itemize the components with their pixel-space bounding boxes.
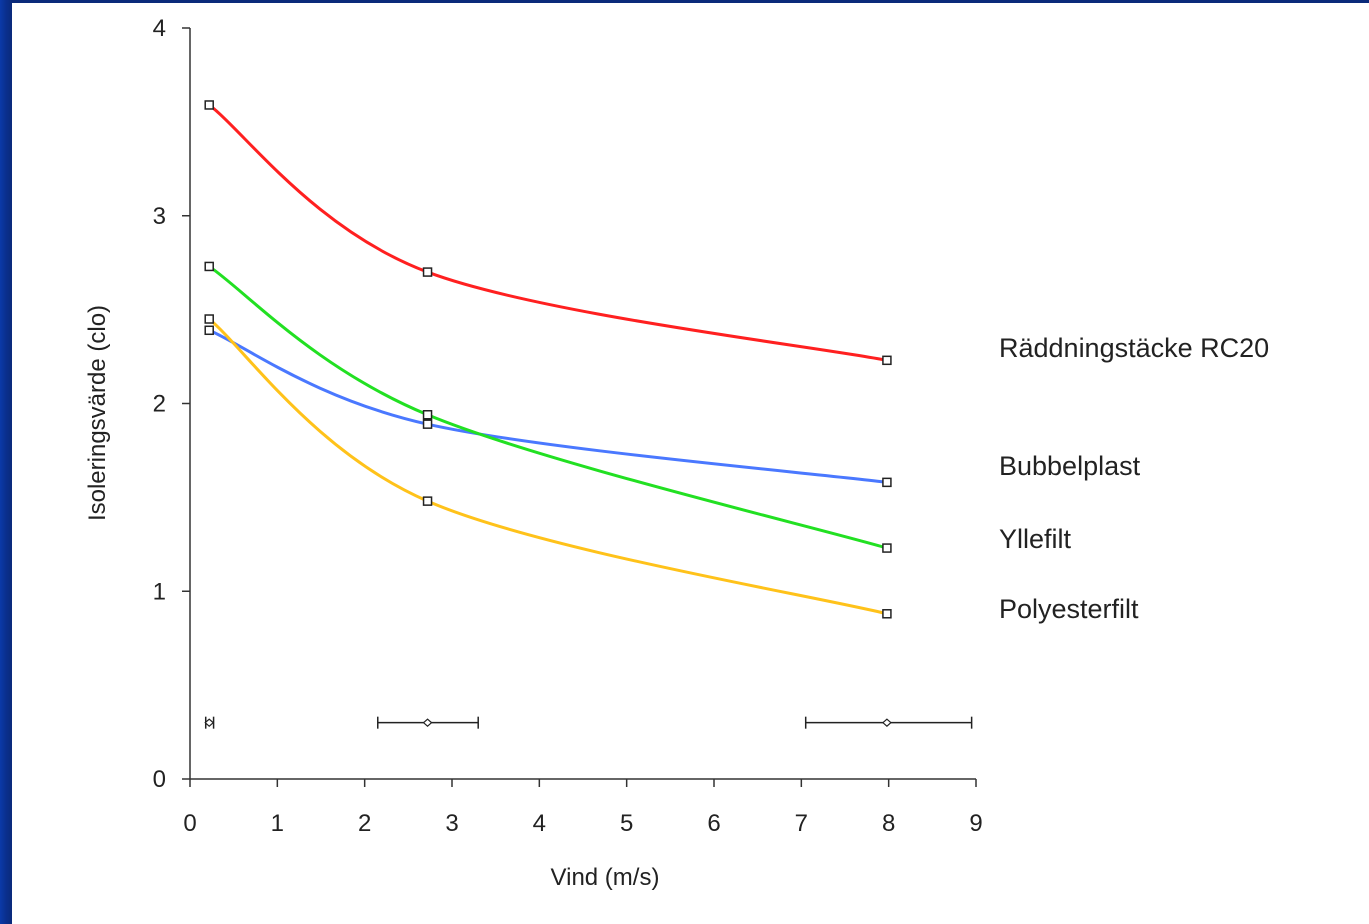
series-layer — [204, 100, 892, 619]
data-point — [882, 477, 892, 488]
axes: 0 1 2 3 4 5 6 7 8 9 0 1 2 3 4 — [153, 15, 983, 837]
y-axis-title: Isoleringsvärde (clo) — [84, 305, 111, 521]
x-tick-label: 3 — [445, 810, 458, 837]
data-point — [422, 410, 433, 420]
data-point — [422, 496, 433, 506]
series-2 — [204, 261, 892, 553]
legend-label: Räddningstäcke RC20 — [999, 333, 1269, 363]
y-tick-label: 1 — [153, 578, 166, 605]
series-line — [208, 328, 888, 484]
error-bar — [377, 716, 479, 729]
x-tick-label: 9 — [969, 810, 982, 837]
series-1 — [204, 325, 892, 488]
y-tick-label: 2 — [153, 391, 166, 418]
error-bar — [204, 716, 215, 729]
error-bar-marker — [882, 718, 892, 727]
x-tick-label: 1 — [271, 810, 284, 837]
x-tick-label: 2 — [358, 810, 371, 837]
data-point — [204, 325, 214, 336]
y-tick-label: 4 — [153, 15, 166, 42]
data-point — [422, 267, 433, 277]
data-point — [422, 419, 433, 429]
x-tick-label: 0 — [183, 810, 196, 837]
data-point — [882, 543, 892, 553]
error-bar — [804, 716, 973, 729]
data-point — [204, 100, 214, 110]
x-tick-label: 5 — [620, 810, 633, 837]
series-line — [208, 265, 888, 550]
x-tick-label: 8 — [882, 810, 895, 837]
series-0 — [204, 100, 892, 366]
x-tick-label: 6 — [707, 810, 720, 837]
legend-label: Polyesterfilt — [999, 594, 1139, 624]
data-point — [204, 314, 214, 324]
legend-label: Yllefilt — [999, 524, 1072, 554]
legend-label: Bubbelplast — [999, 451, 1141, 481]
data-point — [882, 355, 892, 366]
data-point — [882, 609, 892, 619]
error-bar-marker — [422, 718, 433, 727]
y-tick-label: 0 — [153, 766, 166, 793]
wind-error-bars — [204, 716, 973, 729]
data-point — [204, 261, 214, 272]
series-line — [208, 103, 888, 362]
series-3 — [204, 314, 892, 619]
error-bar-marker — [204, 718, 215, 727]
series-line — [208, 317, 888, 616]
x-tick-label: 7 — [795, 810, 808, 837]
chart-panel — [12, 3, 1369, 924]
x-axis-title: Vind (m/s) — [551, 864, 660, 891]
y-tick-label: 3 — [153, 203, 166, 230]
legend: Räddningstäcke RC20 Bubbelplast Yllefilt Po… — [999, 333, 1269, 624]
x-tick-label: 4 — [533, 810, 546, 837]
